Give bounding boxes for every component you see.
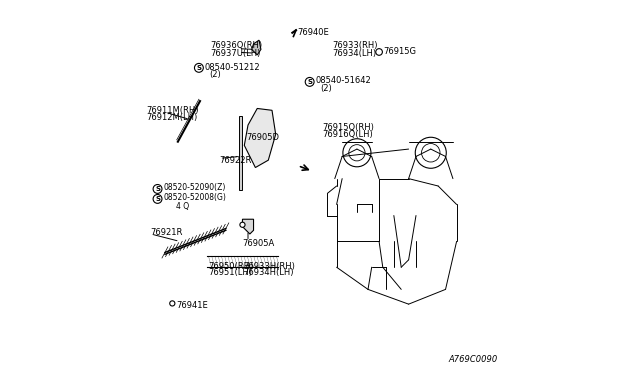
Polygon shape [243, 219, 253, 234]
Text: 76933(RH): 76933(RH) [333, 41, 378, 50]
Text: 76915G: 76915G [383, 47, 417, 56]
Text: 76941E: 76941E [177, 301, 209, 310]
Text: (2): (2) [321, 84, 333, 93]
Polygon shape [244, 109, 276, 167]
Text: 76934H(LH): 76934H(LH) [243, 268, 294, 277]
Polygon shape [239, 116, 243, 190]
Circle shape [240, 222, 245, 227]
Text: 08520-52090(Z): 08520-52090(Z) [163, 183, 225, 192]
Text: 76916Q(LH): 76916Q(LH) [322, 130, 372, 139]
Text: S: S [196, 65, 202, 71]
Text: 76911M(RH): 76911M(RH) [147, 106, 199, 115]
Text: S: S [307, 79, 312, 85]
Text: 08540-51642: 08540-51642 [316, 76, 371, 85]
Text: 76922R: 76922R [220, 155, 252, 165]
Text: 76905A: 76905A [243, 239, 275, 248]
Text: 76912M(LH): 76912M(LH) [147, 113, 198, 122]
Text: (2): (2) [209, 70, 221, 79]
Text: 4 Q: 4 Q [176, 202, 189, 211]
Text: 76905D: 76905D [246, 133, 279, 142]
Text: 76940E: 76940E [297, 28, 329, 37]
Text: 76915Q(RH): 76915Q(RH) [322, 123, 374, 132]
Text: S: S [155, 186, 160, 192]
Text: 76921R: 76921R [150, 228, 182, 237]
Text: 08540-51212: 08540-51212 [204, 62, 260, 72]
Text: 76951(LH): 76951(LH) [209, 268, 253, 277]
Circle shape [170, 301, 175, 306]
Polygon shape [252, 40, 261, 55]
Text: 76934(LH): 76934(LH) [333, 49, 377, 58]
Text: 08520-52008(G): 08520-52008(G) [163, 193, 226, 202]
Text: A769C0090: A769C0090 [448, 355, 497, 364]
Text: 76936Q(RH): 76936Q(RH) [210, 41, 262, 50]
Text: 76937U(LH): 76937U(LH) [210, 49, 260, 58]
Text: 76950(RH): 76950(RH) [209, 262, 253, 271]
Text: S: S [155, 196, 160, 202]
Circle shape [376, 49, 382, 55]
Text: 76933H(RH): 76933H(RH) [243, 262, 295, 271]
